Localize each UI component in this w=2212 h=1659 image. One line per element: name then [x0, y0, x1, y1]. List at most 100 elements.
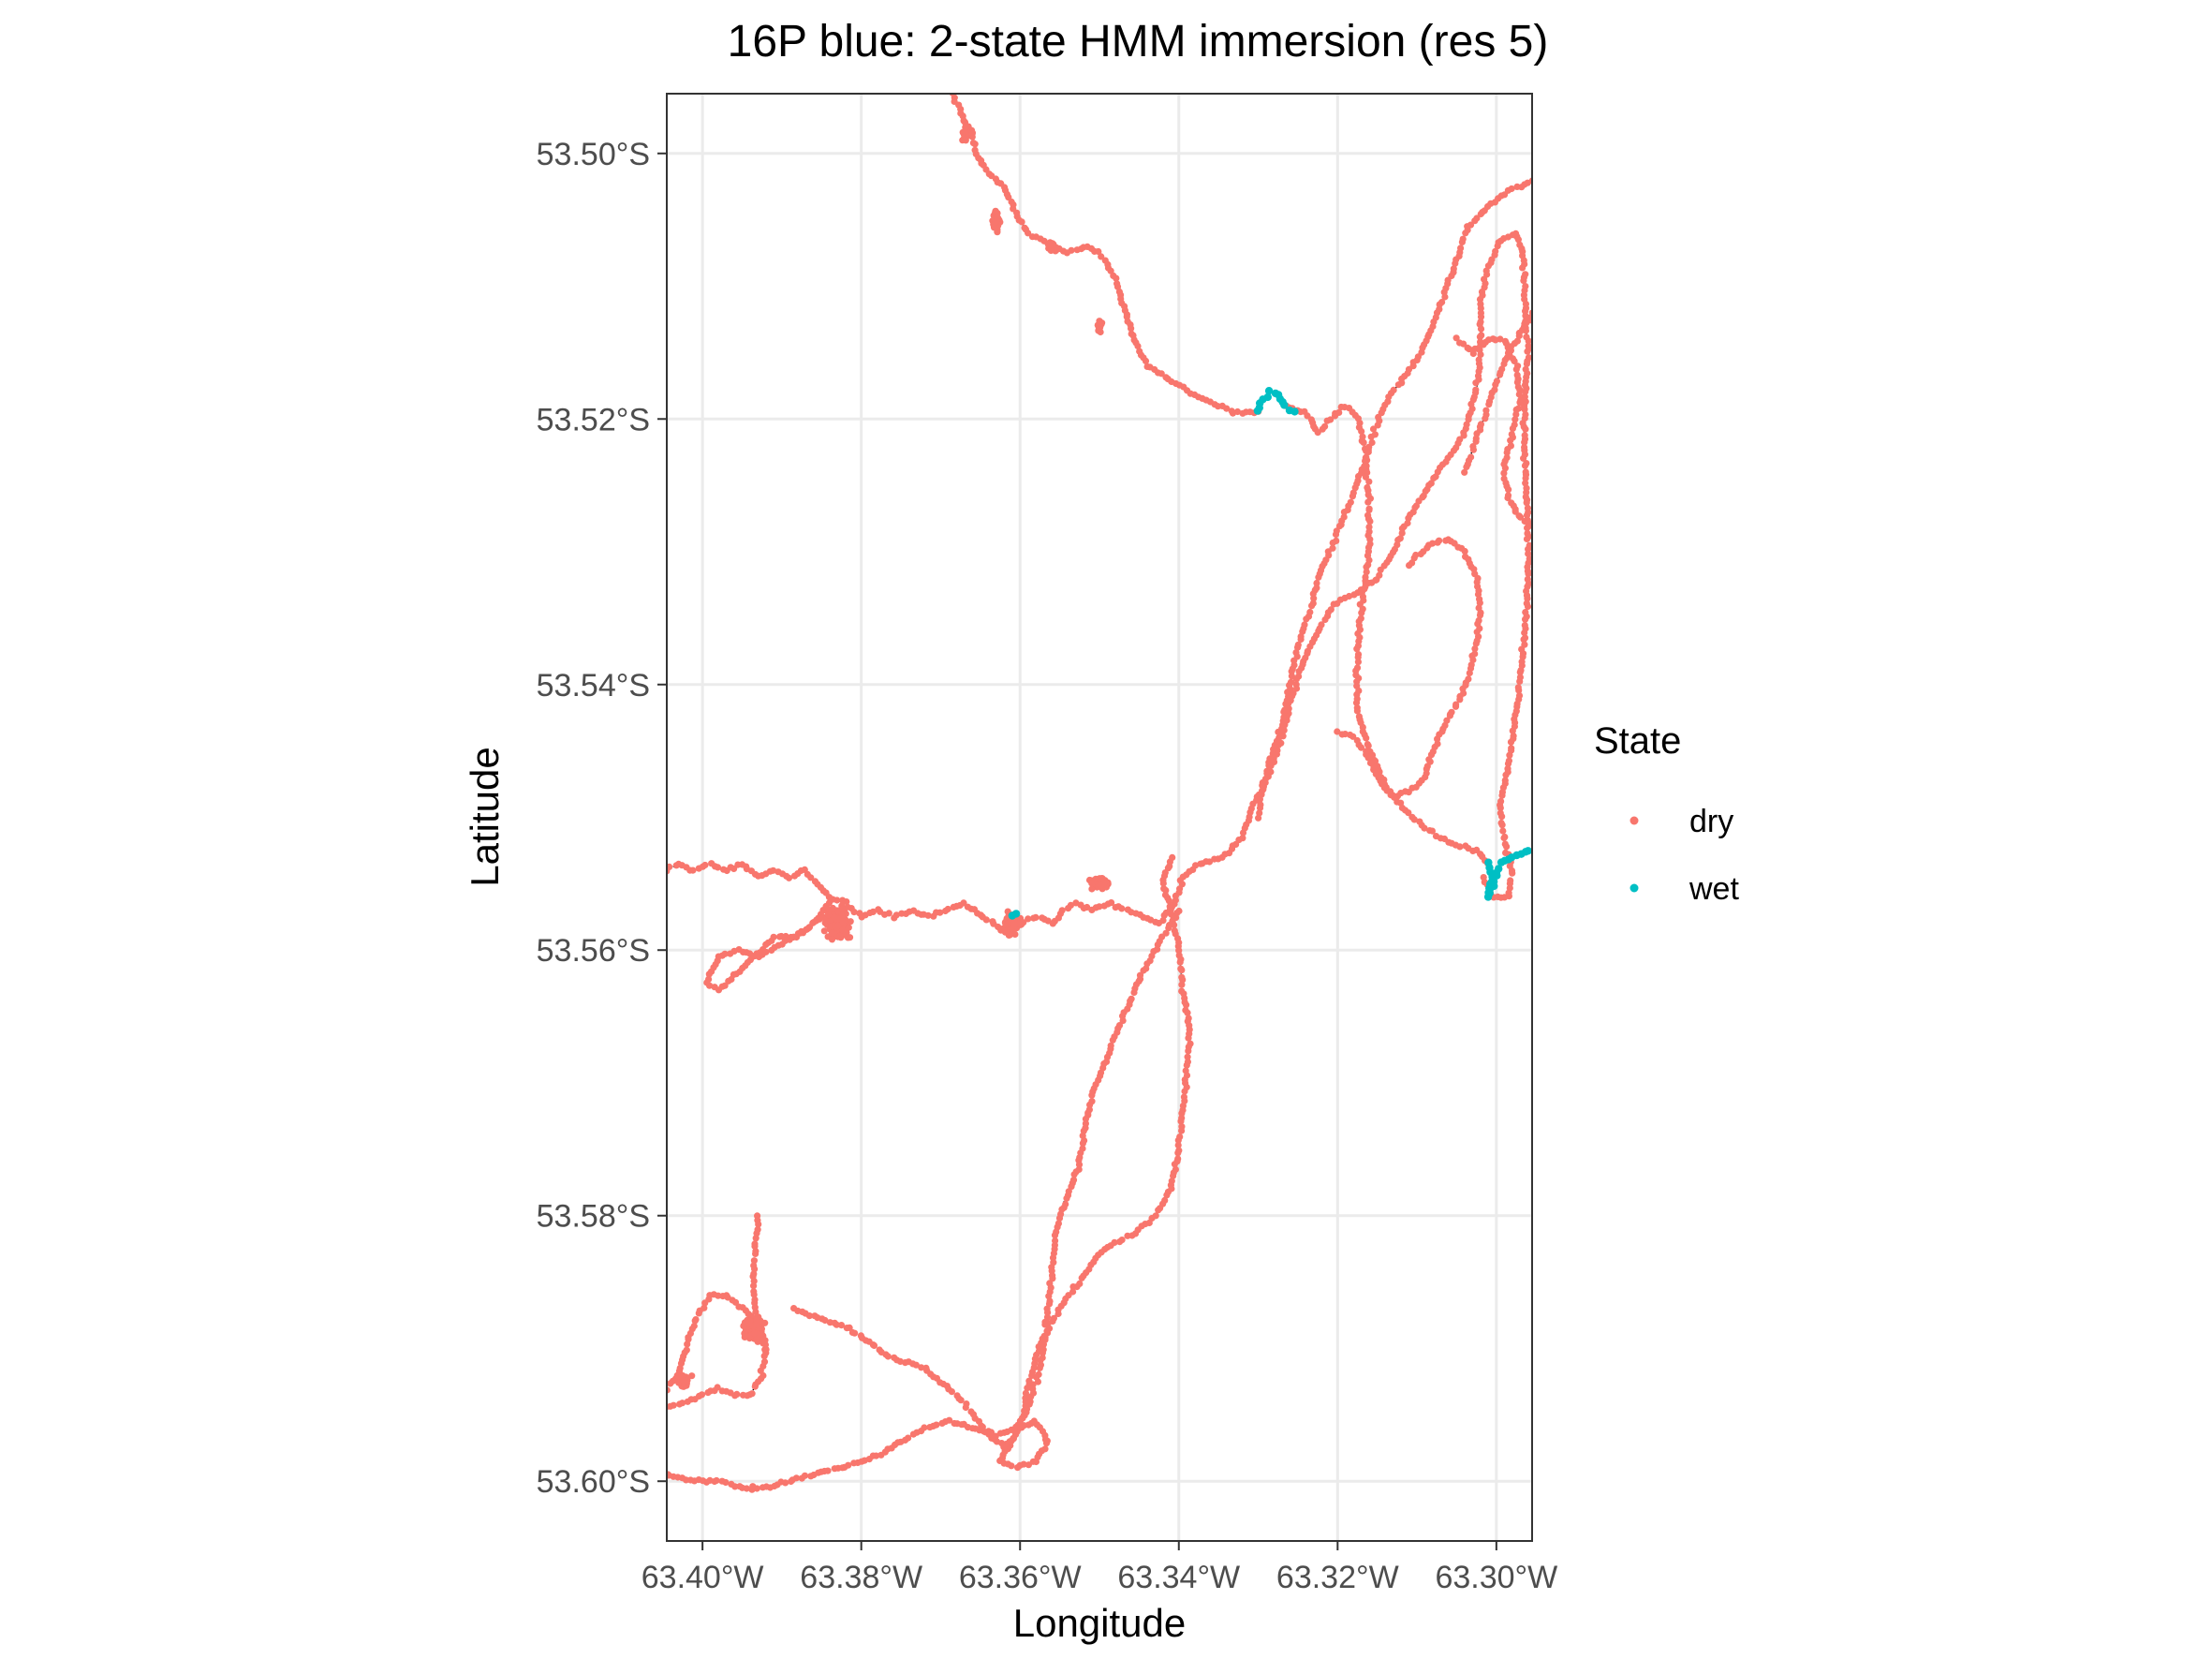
dry-point	[1079, 1139, 1086, 1147]
dry-point	[918, 1364, 925, 1371]
dry-point	[1428, 827, 1436, 835]
dry-point	[1174, 1141, 1182, 1149]
dry-point	[1421, 824, 1428, 832]
dry-point	[1352, 699, 1361, 706]
dry-point	[1181, 1088, 1188, 1095]
dry-point	[1223, 405, 1231, 412]
dry-point	[695, 1310, 702, 1317]
dry-point	[1130, 988, 1138, 997]
dry-point	[1438, 299, 1446, 306]
y-tick-label: 53.50°S	[537, 137, 650, 172]
dry-point	[1266, 755, 1274, 763]
dry-point	[1405, 514, 1412, 522]
dry-point	[798, 1474, 805, 1482]
dry-point	[1523, 600, 1530, 607]
dry-point	[705, 975, 713, 983]
dry-point	[1008, 1462, 1015, 1470]
y-tick-label: 53.54°S	[537, 668, 650, 704]
dry-point	[1174, 1136, 1182, 1144]
dry-point	[839, 911, 848, 919]
y-tick-label: 53.52°S	[537, 402, 650, 437]
dry-point	[1362, 454, 1369, 462]
x-tick-label: 63.34°W	[1117, 1560, 1240, 1595]
panel-border	[666, 93, 1533, 1542]
dry-point	[725, 977, 732, 985]
dry-point	[1522, 410, 1529, 419]
dry-point	[695, 865, 702, 872]
dry-point	[1086, 1101, 1094, 1108]
dry-point	[1041, 1321, 1049, 1328]
dry-point	[839, 918, 847, 926]
dry-point	[1280, 714, 1288, 721]
dry-point	[721, 950, 729, 957]
dry-point	[1309, 600, 1317, 607]
dry-point	[1027, 1393, 1035, 1400]
wet-point	[1489, 877, 1498, 886]
wet-point	[1263, 393, 1273, 402]
dry-point	[1508, 185, 1515, 193]
dry-point	[1363, 569, 1370, 576]
dry-point	[1466, 346, 1473, 353]
dry-point	[1498, 365, 1506, 373]
dry-point	[1507, 877, 1514, 884]
dry-point	[1513, 337, 1521, 345]
dry-point	[1366, 759, 1375, 767]
dry-point	[1500, 469, 1508, 477]
dry-point	[1521, 621, 1528, 630]
dry-point	[909, 1430, 918, 1438]
legend-title: State	[1594, 720, 1681, 762]
dry-point	[1477, 421, 1484, 428]
dry-point	[1000, 926, 1008, 934]
dry-point	[992, 1432, 999, 1440]
dry-point	[1095, 247, 1102, 256]
dry-point	[1466, 669, 1473, 677]
dry-point	[701, 1299, 709, 1307]
dry-point	[1505, 486, 1512, 494]
dry-point	[839, 896, 847, 904]
dry-point	[1100, 902, 1108, 910]
dry-point	[1178, 981, 1186, 988]
dry-point	[1088, 885, 1096, 893]
dry-point	[926, 1424, 934, 1431]
dry-point	[1354, 659, 1362, 666]
dry-point	[1452, 703, 1460, 710]
dry-point	[930, 912, 937, 920]
dry-point	[953, 1392, 961, 1400]
x-tick-label: 63.40°W	[641, 1560, 764, 1595]
dry-point	[745, 1320, 754, 1327]
dry-point	[1516, 674, 1524, 681]
dry-point	[824, 911, 833, 919]
dry-point	[1069, 1283, 1077, 1291]
dry-point	[875, 906, 882, 913]
dry-point	[790, 872, 799, 880]
dry-point	[857, 1332, 865, 1340]
dry-point	[1036, 1364, 1043, 1371]
dry-point	[1075, 1161, 1084, 1168]
dry-point	[941, 907, 950, 915]
dry-point	[1347, 498, 1354, 506]
dry-point	[1353, 645, 1361, 653]
y-axis-title: Latitude	[463, 747, 507, 886]
dry-point	[1178, 1127, 1186, 1134]
dry-point	[1179, 976, 1187, 984]
wet-point	[1495, 865, 1503, 873]
dry-point	[1494, 243, 1501, 250]
dry-point	[1313, 585, 1320, 592]
dry-point	[1155, 1207, 1162, 1214]
dry-point	[1521, 641, 1528, 648]
dry-point	[826, 1319, 834, 1326]
dry-point	[951, 1419, 958, 1428]
dry-point	[751, 1329, 759, 1338]
dry-point	[788, 1477, 795, 1486]
dry-point	[749, 953, 757, 960]
dry-point	[1512, 410, 1520, 418]
dry-point	[1472, 379, 1480, 387]
dry-point	[1527, 522, 1532, 529]
dry-point	[1113, 274, 1120, 282]
wet-point	[1290, 407, 1299, 416]
dry-point	[672, 862, 680, 869]
dry-point	[971, 141, 979, 148]
dry-point	[1010, 922, 1018, 929]
dry-point	[1197, 860, 1204, 867]
